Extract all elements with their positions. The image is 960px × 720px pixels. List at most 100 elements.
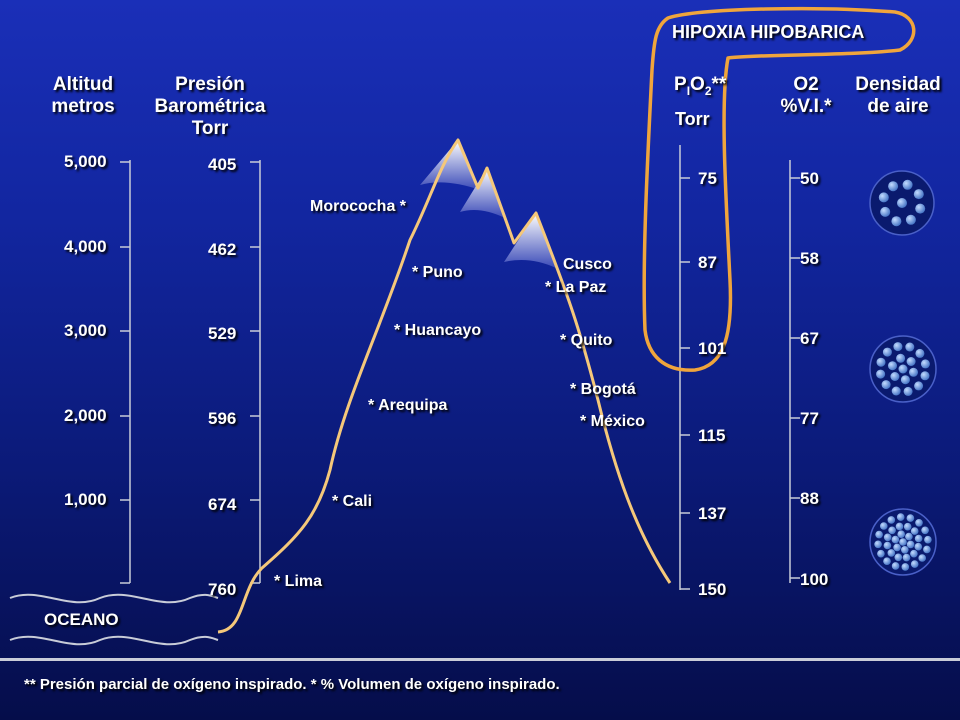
city-lapaz: * La Paz: [545, 279, 607, 296]
pio2-header: PIO2**: [674, 74, 727, 98]
air-molecule: [898, 364, 908, 374]
o2-tick-58: 58: [800, 249, 819, 268]
city-lima: * Lima: [274, 573, 323, 590]
o2-tick-67: 67: [800, 329, 819, 348]
city-mexico: * México: [580, 413, 645, 430]
air-molecule: [897, 198, 907, 208]
air-molecule: [888, 526, 896, 535]
air-molecule: [882, 347, 892, 357]
mountain-outline: [217, 138, 672, 634]
footnote: ** Presión parcial de oxígeno inspirado.…: [24, 676, 560, 693]
pio2-unit: Torr: [675, 109, 710, 129]
pressure-tick-596: 596: [208, 409, 237, 428]
pressure-header-line3: Torr: [191, 118, 229, 139]
city-quito: * Quito: [560, 332, 613, 349]
air-molecule: [891, 216, 902, 227]
air-molecule: [880, 206, 891, 217]
air-molecule: [909, 367, 918, 377]
o2-ticks: [790, 177, 800, 579]
air-molecule: [905, 214, 916, 225]
air-molecule: [915, 203, 926, 214]
altitude-header-line1: Altitud: [52, 74, 114, 95]
pressure-tick-760: 760: [208, 580, 237, 599]
air-molecule: [891, 386, 901, 396]
air-molecule: [899, 538, 907, 546]
pressure-tick-405: 405: [208, 155, 237, 174]
air-molecule: [896, 353, 906, 363]
o2-tick-88: 88: [800, 489, 819, 508]
o2-header-line1: O2: [793, 74, 819, 95]
city-cusco: Cusco: [563, 256, 612, 273]
highlight-outline: [642, 6, 916, 372]
air-molecule: [876, 357, 886, 367]
altitude-tick-5000: 5,000: [64, 152, 107, 171]
air-molecule: [878, 192, 889, 203]
air-molecule: [887, 549, 896, 557]
air-molecule: [901, 563, 910, 571]
air-molecule: [875, 530, 883, 539]
air-molecule: [910, 527, 919, 535]
snow-cap-peak-1: [420, 140, 480, 190]
air-molecule: [902, 179, 913, 190]
altitude-tick-4000: 4,000: [64, 237, 107, 256]
altitude-tick-1000: 1,000: [64, 490, 107, 509]
air-molecule: [880, 522, 888, 530]
pio2-ticks: [680, 177, 690, 590]
air-molecule: [893, 342, 903, 352]
pressure-tick-674: 674: [208, 495, 237, 514]
air-molecule: [883, 557, 891, 565]
pressure-ticks: [250, 161, 260, 584]
air-molecule: [918, 554, 926, 562]
footer-divider: [0, 658, 960, 661]
air-molecule: [902, 553, 911, 562]
air-molecule: [888, 361, 897, 371]
air-molecule: [914, 534, 923, 543]
highlight-title: HIPOXIA HIPOBARICA: [672, 22, 865, 42]
air-molecule: [905, 342, 915, 352]
air-molecule: [894, 553, 903, 562]
city-arequipa: * Arequipa: [368, 397, 448, 414]
air-molecule: [897, 530, 905, 538]
air-molecule: [923, 545, 931, 554]
pio2-tick-115: 115: [698, 426, 726, 445]
air-molecule: [895, 522, 904, 531]
pio2-tick-75: 75: [698, 169, 717, 188]
density-header-line1: Densidad: [855, 74, 941, 95]
o2-header: O2 %V.I.*: [772, 74, 840, 118]
air-molecule: [914, 381, 924, 391]
air-molecule: [915, 519, 923, 527]
city-bogota: * Bogotá: [570, 381, 636, 398]
air-molecule: [891, 535, 900, 544]
o2-tick-50: 50: [800, 169, 819, 188]
air-molecule: [905, 532, 913, 541]
air-molecule: [888, 181, 899, 192]
pressure-tick-462: 462: [208, 240, 237, 259]
snow-cap-peak-3: [504, 213, 556, 268]
density-header: Densidad de aire: [850, 74, 946, 118]
density-header-line2: de aire: [867, 96, 929, 117]
o2-tick-77: 77: [800, 409, 819, 428]
ocean-waves: [9, 593, 219, 646]
air-molecule: [920, 371, 930, 381]
air-molecule: [900, 375, 910, 385]
altitude-ticks: [120, 161, 130, 584]
pio2-tick-137: 137: [698, 504, 727, 523]
air-molecule: [906, 514, 915, 522]
air-molecule: [883, 541, 892, 550]
air-molecule: [874, 540, 882, 549]
air-molecule: [881, 380, 891, 390]
pio2-tick-101: 101: [698, 339, 727, 358]
o2-tick-100: 100: [800, 570, 829, 589]
pio2-tick-150: 150: [698, 580, 727, 599]
air-molecule: [921, 526, 929, 535]
air-molecule: [915, 348, 925, 358]
air-molecules: [874, 179, 932, 571]
city-puno: * Puno: [412, 264, 463, 281]
air-molecule: [877, 549, 885, 558]
city-cali: * Cali: [332, 493, 373, 510]
air-molecule: [903, 386, 913, 396]
air-molecule: [906, 540, 915, 549]
city-huancayo: * Huancayo: [394, 322, 482, 339]
altitude-tick-2000: 2,000: [64, 406, 107, 425]
